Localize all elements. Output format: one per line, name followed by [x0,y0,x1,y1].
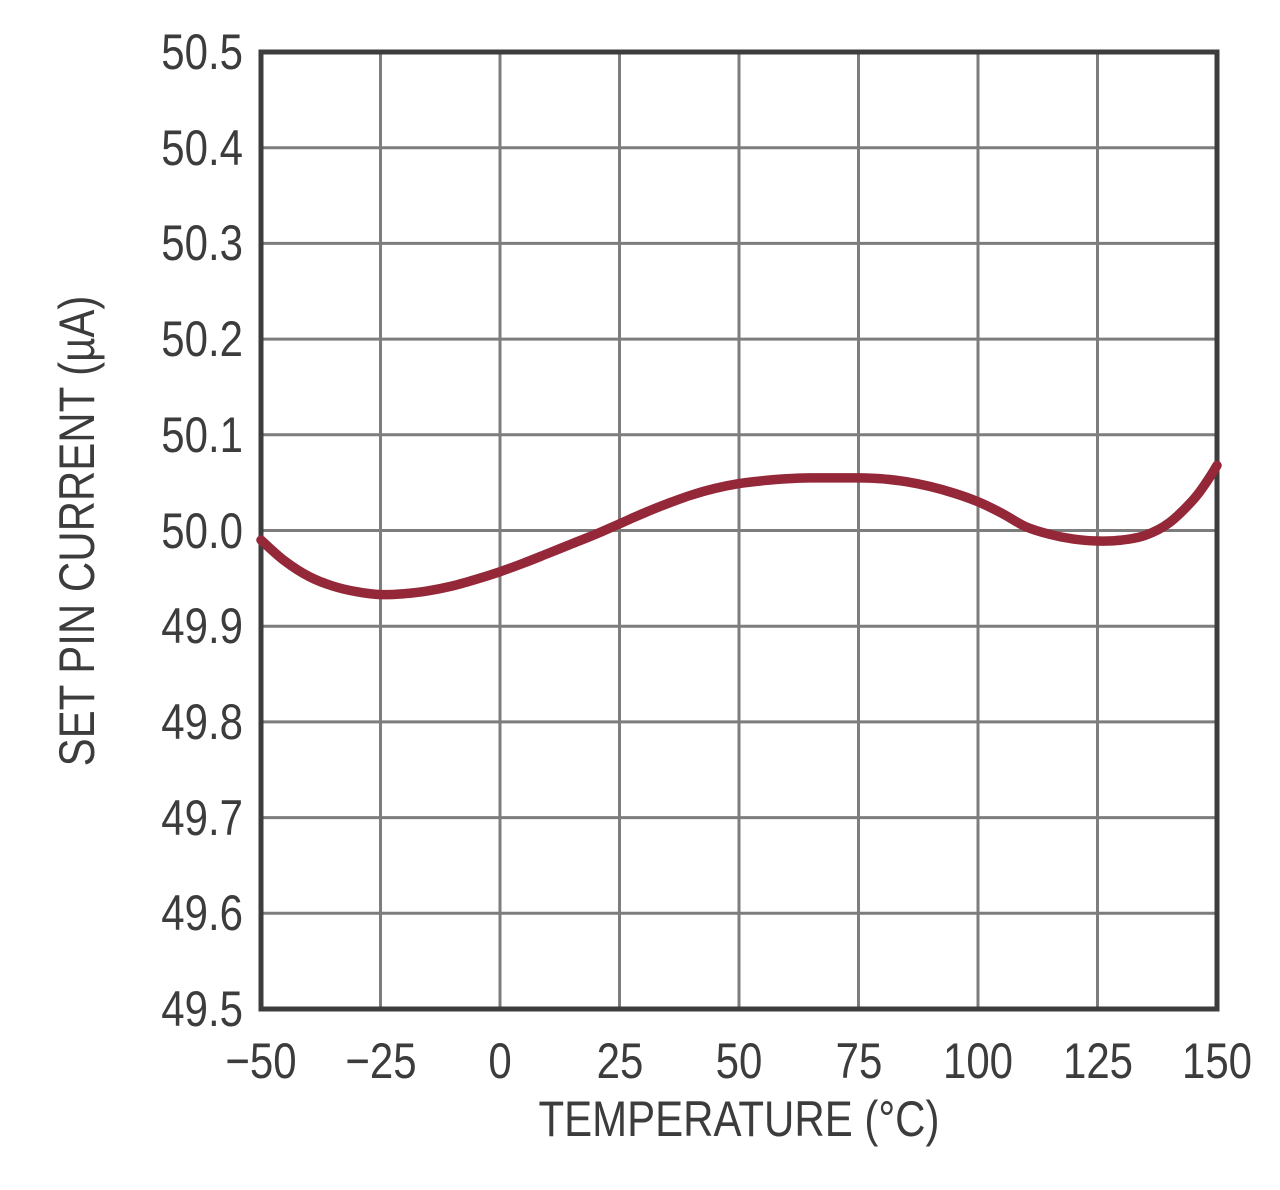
y-tick-label: 50.1 [161,406,243,463]
y-tick-label: 50.5 [161,24,243,80]
y-tick-label: 49.7 [161,789,243,846]
data-curve-set-pin-current-vs-temperature [256,460,1222,600]
x-tick-label: 125 [1062,1033,1133,1089]
x-tick-label: 25 [596,1033,643,1089]
y-tick-label: 50.3 [161,215,243,272]
x-tick-label: 100 [942,1033,1014,1089]
plot-frame [258,49,1220,1012]
x-tick-label: 0 [488,1033,512,1089]
y-axis-title: SET PIN CURRENT (µA) [49,295,105,767]
y-tick-label: 49.6 [161,885,243,942]
y-tick-label: 50.2 [161,311,243,368]
x-tick-label: 150 [1181,1033,1253,1089]
x-tick-label: 75 [835,1033,882,1089]
x-tick-label: −25 [344,1033,417,1089]
y-tick-label: 49.9 [161,598,243,655]
y-tick-label: 49.5 [161,981,243,1037]
x-tick-label: −50 [225,1033,297,1089]
y-tick-label: 50.0 [161,502,243,559]
y-tick-label: 49.8 [161,693,243,750]
x-tick-label: 50 [715,1033,763,1089]
y-tick-label: 50.4 [161,119,243,176]
x-axis-title: TEMPERATURE (°C) [538,1091,940,1147]
